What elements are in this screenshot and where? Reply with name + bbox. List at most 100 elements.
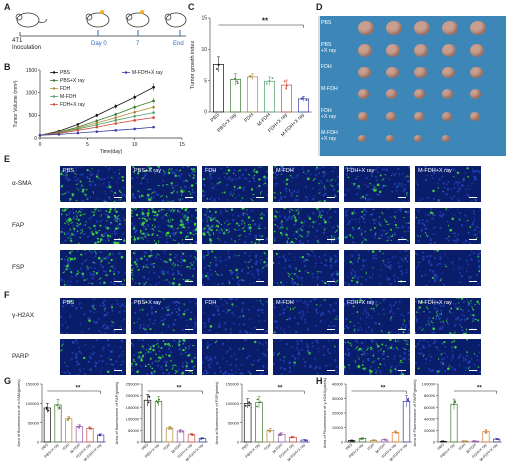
tumor-photo: PBS PBS +X ray FDH M-FDH FDH +X ray M-FDH +X … bbox=[318, 16, 506, 156]
tumor-specimen bbox=[386, 135, 394, 143]
scale-bar bbox=[327, 281, 335, 282]
data-point bbox=[152, 105, 155, 109]
microscopy-column-label: M-FDH bbox=[276, 168, 294, 174]
data-point bbox=[45, 408, 48, 410]
data-point bbox=[497, 438, 500, 441]
y-tick-label: 100000 bbox=[126, 416, 140, 421]
data-point bbox=[485, 429, 487, 432]
panel-letter-d: D bbox=[316, 2, 323, 12]
tumor-specimen bbox=[358, 89, 370, 100]
x-tick-label: FDH bbox=[367, 443, 376, 452]
data-point bbox=[236, 82, 239, 85]
tumor-specimen bbox=[414, 66, 427, 79]
legend-marker bbox=[52, 95, 56, 98]
y-tick-label: 5 bbox=[204, 78, 207, 84]
data-point bbox=[133, 119, 136, 122]
data-point bbox=[78, 427, 80, 429]
alpha-sma-fluorescence-bar-chart: 0 50000 100000 150000 Area of fluorescence o… bbox=[16, 379, 106, 462]
y-tick-label: 0 bbox=[34, 136, 37, 142]
microscopy-tile bbox=[344, 208, 410, 244]
data-point bbox=[249, 75, 252, 77]
y-tick-label: 0 bbox=[237, 440, 240, 445]
microscopy-tile bbox=[131, 339, 197, 375]
tumor-specimen bbox=[470, 112, 480, 121]
scale-bar bbox=[398, 281, 406, 282]
microscopy-tile bbox=[202, 208, 268, 244]
data-point bbox=[45, 406, 48, 409]
microscopy-tile: PBS+X ray bbox=[131, 166, 197, 202]
data-point bbox=[95, 114, 99, 117]
tumor-specimen bbox=[414, 21, 430, 36]
microscopy-column-label: FDH bbox=[205, 300, 217, 306]
tumor-specimen bbox=[358, 43, 373, 57]
data-point bbox=[406, 399, 409, 402]
scale-bar bbox=[114, 329, 122, 330]
legend-label: PBS bbox=[60, 70, 71, 76]
x-axis-label: Time(day) bbox=[100, 149, 123, 155]
tumor-specimen bbox=[414, 43, 429, 57]
x-tick-label: PBS bbox=[141, 443, 150, 452]
legend-label: M-FDH+X ray bbox=[132, 70, 163, 76]
y-tick-label: 10 bbox=[201, 47, 207, 53]
panel-letter-c: C bbox=[188, 2, 195, 12]
y-tick-label: 50000 bbox=[28, 420, 40, 425]
bar bbox=[86, 428, 94, 443]
y-tick-label: 10000 bbox=[332, 425, 344, 430]
y-tick-label: 0 bbox=[37, 440, 40, 445]
y-tick-label: 20000 bbox=[332, 411, 344, 416]
scale-bar bbox=[185, 329, 193, 330]
y-tick-label: 40000 bbox=[424, 416, 436, 421]
y-tick-label: 0 bbox=[341, 440, 344, 445]
x-tick-label: M-FDH bbox=[171, 443, 183, 455]
x-tick-label: M-FDH bbox=[466, 443, 478, 455]
data-point bbox=[256, 405, 258, 408]
data-point bbox=[190, 433, 193, 436]
y-tick-label: 15 bbox=[201, 16, 207, 22]
data-point bbox=[114, 128, 118, 132]
y-tick-label: 100000 bbox=[422, 382, 436, 387]
data-point bbox=[95, 119, 99, 123]
data-point bbox=[114, 122, 118, 125]
microscopy-row-label: PARP bbox=[12, 353, 29, 360]
x-tick-label: M-FDH bbox=[272, 443, 284, 455]
data-point bbox=[285, 84, 288, 87]
y-tick-label: 200000 bbox=[126, 393, 140, 398]
y-tick-label: 250000 bbox=[126, 382, 140, 387]
y-tick-label: 500 bbox=[29, 113, 38, 119]
data-point bbox=[394, 430, 397, 433]
data-point bbox=[66, 419, 69, 422]
data-point bbox=[170, 427, 173, 430]
tumor-specimen bbox=[442, 43, 457, 57]
bar bbox=[402, 401, 411, 443]
y-axis-label: Tumor growth index bbox=[190, 41, 196, 90]
microscopy-tile: FDH+X ray bbox=[344, 166, 410, 202]
y-tick-label: 80000 bbox=[424, 393, 436, 398]
y-tick-label: 50000 bbox=[128, 428, 140, 433]
y-axis-label: Tumor Volume (mm³) bbox=[13, 80, 19, 127]
scale-bar bbox=[185, 197, 193, 198]
data-point bbox=[181, 430, 184, 433]
scale-bar bbox=[327, 197, 335, 198]
data-point bbox=[58, 407, 61, 410]
x-tick-label: FDH bbox=[163, 443, 172, 452]
data-point bbox=[155, 400, 158, 402]
data-point bbox=[95, 130, 99, 133]
scale-bar bbox=[398, 197, 406, 198]
tumor-specimen bbox=[414, 112, 424, 121]
x-tick-label: FDH bbox=[264, 443, 273, 452]
microscopy-tile bbox=[273, 208, 339, 244]
data-point bbox=[202, 437, 205, 440]
data-point bbox=[78, 425, 81, 427]
tumor-specimen bbox=[386, 43, 401, 57]
data-point bbox=[236, 80, 239, 83]
significance-label: ** bbox=[381, 386, 386, 392]
microscopy-column-label: PBS+X ray bbox=[134, 300, 162, 306]
panel-letter-a: A bbox=[4, 2, 11, 12]
tumor-specimen bbox=[386, 66, 399, 79]
tumor-row-label: FDH +X ray bbox=[321, 108, 337, 120]
y-tick-label: 0 bbox=[433, 440, 436, 445]
legend-marker bbox=[52, 103, 56, 106]
tumor-specimen bbox=[442, 89, 454, 100]
tumor-specimen bbox=[470, 43, 485, 57]
schema-end-label: End bbox=[173, 41, 184, 47]
